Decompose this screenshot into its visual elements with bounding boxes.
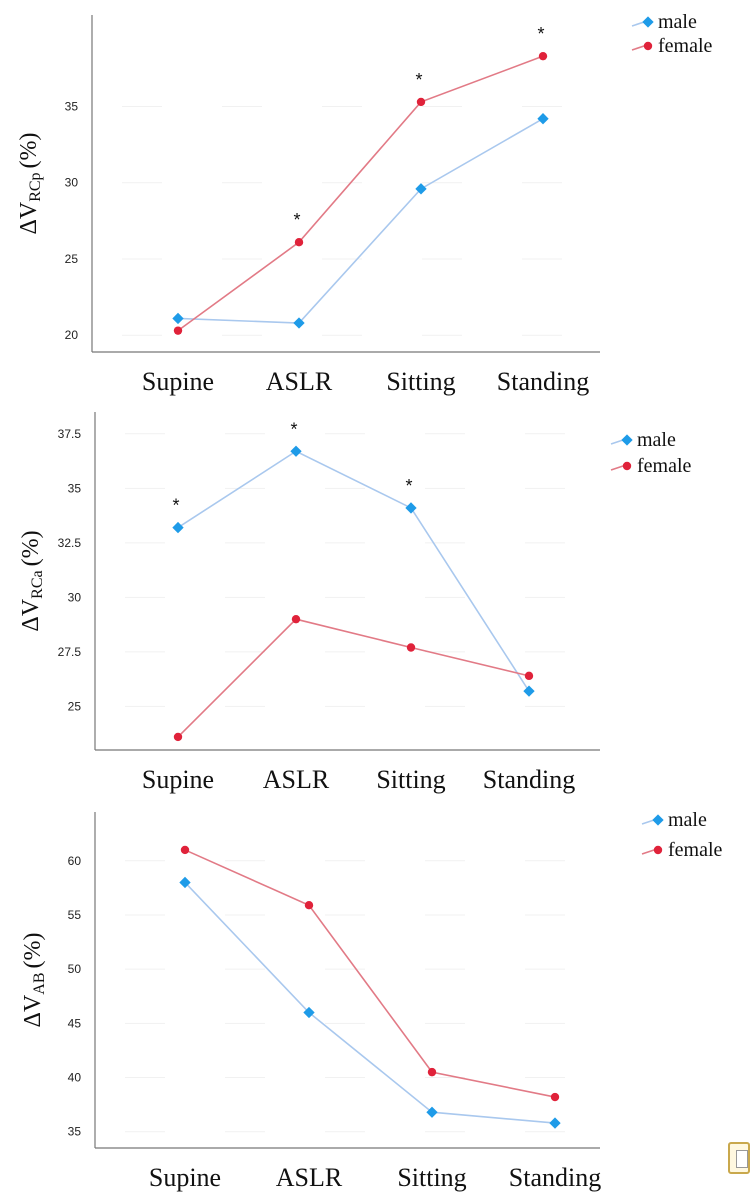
x-tick-label: Standing — [497, 367, 589, 396]
legend-label-female: female — [668, 839, 723, 861]
x-tick-label: Sitting — [376, 765, 445, 794]
legend-diamond-icon — [642, 16, 654, 28]
data-point-male — [549, 1117, 561, 1129]
y-tick-label: 35 — [68, 1125, 82, 1139]
data-point-male — [303, 1006, 315, 1019]
data-point-male — [172, 312, 184, 325]
significance-marker: * — [172, 496, 179, 516]
data-point-male — [523, 685, 535, 697]
data-point-male — [290, 445, 302, 457]
y-tick-label: 35 — [65, 99, 79, 113]
data-point-female — [550, 1092, 560, 1102]
clipboard-icon — [728, 1142, 750, 1174]
data-point-female — [294, 238, 304, 247]
series-line-female — [184, 849, 556, 1098]
legend-label-male: male — [637, 429, 676, 451]
legend-circle-icon — [643, 41, 653, 51]
y-tick-label: 50 — [68, 962, 82, 976]
legend-diamond-icon — [652, 814, 664, 826]
series-line-female — [177, 618, 530, 738]
legend-label-male: male — [658, 11, 697, 33]
y-axis-label: ΔVAB(%) — [20, 933, 48, 1028]
chart-panel-2: 25 27.5 30 32.5 35 37.5 ΔVRCa(%) Supine ASLR Sitt… — [18, 412, 692, 794]
chart-panel-1: 20 25 30 35 ΔVRCp(%) Supine ASLR Sitting Standin… — [16, 11, 713, 396]
data-point-male — [172, 521, 184, 534]
y-tick-label: 45 — [68, 1016, 82, 1030]
significance-marker: * — [415, 70, 422, 90]
data-point-male — [293, 317, 305, 329]
data-point-male — [537, 113, 549, 125]
x-tick-label: Sitting — [397, 1163, 466, 1192]
data-point-female — [416, 97, 426, 107]
legend-label-female: female — [637, 455, 692, 477]
legend-circle-icon — [622, 461, 632, 471]
significance-marker: * — [290, 419, 297, 439]
y-tick-label: 60 — [68, 854, 82, 868]
y-tick-label: 25 — [68, 699, 82, 713]
significance-marker: * — [537, 24, 544, 44]
legend-diamond-icon — [621, 434, 633, 446]
x-tick-label: ASLR — [266, 367, 333, 396]
data-point-female — [291, 614, 301, 624]
y-tick-label: 35 — [68, 481, 82, 495]
x-tick-label: Supine — [149, 1163, 221, 1192]
data-point-female — [173, 732, 183, 742]
y-tick-label: 40 — [68, 1071, 82, 1085]
y-tick-label: 25 — [65, 252, 79, 266]
data-point-female — [304, 901, 314, 910]
y-tick-label: 55 — [68, 908, 82, 922]
y-tick-label: 30 — [65, 176, 79, 190]
legend-label-female: female — [658, 35, 713, 57]
y-tick-label: 30 — [68, 590, 82, 604]
data-point-female — [173, 326, 183, 335]
data-point-male — [426, 1106, 438, 1118]
series-line-male — [184, 881, 556, 1124]
y-axis-label: ΔVRCa(%) — [18, 530, 46, 631]
x-tick-label: ASLR — [276, 1163, 343, 1192]
x-tick-label: Supine — [142, 367, 214, 396]
x-tick-label: Standing — [483, 765, 575, 794]
chart-panel-3: 35 40 45 50 55 60 ΔVAB(%) Supine ASLR Sitting Stan… — [20, 809, 723, 1192]
data-point-female — [406, 643, 416, 652]
series-line-female — [177, 55, 544, 332]
y-tick-label: 32.5 — [58, 536, 82, 550]
x-tick-label: ASLR — [263, 765, 330, 794]
y-tick-label: 37.5 — [58, 427, 82, 441]
legend-label-male: male — [668, 809, 707, 831]
x-tick-label: Sitting — [386, 367, 455, 396]
series-line-male — [177, 117, 544, 324]
data-point-male — [179, 876, 191, 889]
y-tick-label: 20 — [65, 328, 79, 342]
data-point-female — [427, 1067, 437, 1077]
legend-circle-icon — [653, 845, 663, 855]
x-tick-label: Supine — [142, 765, 214, 794]
data-point-female — [180, 845, 190, 855]
data-point-female — [524, 671, 534, 681]
series-line-male — [177, 450, 530, 692]
significance-marker: * — [293, 210, 300, 230]
y-axis-label: ΔVRCp(%) — [16, 132, 44, 234]
data-point-female — [538, 51, 548, 61]
x-tick-label: Standing — [509, 1163, 601, 1192]
data-point-male — [415, 183, 427, 195]
data-point-male — [405, 502, 417, 514]
significance-marker: * — [405, 476, 412, 496]
y-tick-label: 27.5 — [58, 645, 82, 659]
